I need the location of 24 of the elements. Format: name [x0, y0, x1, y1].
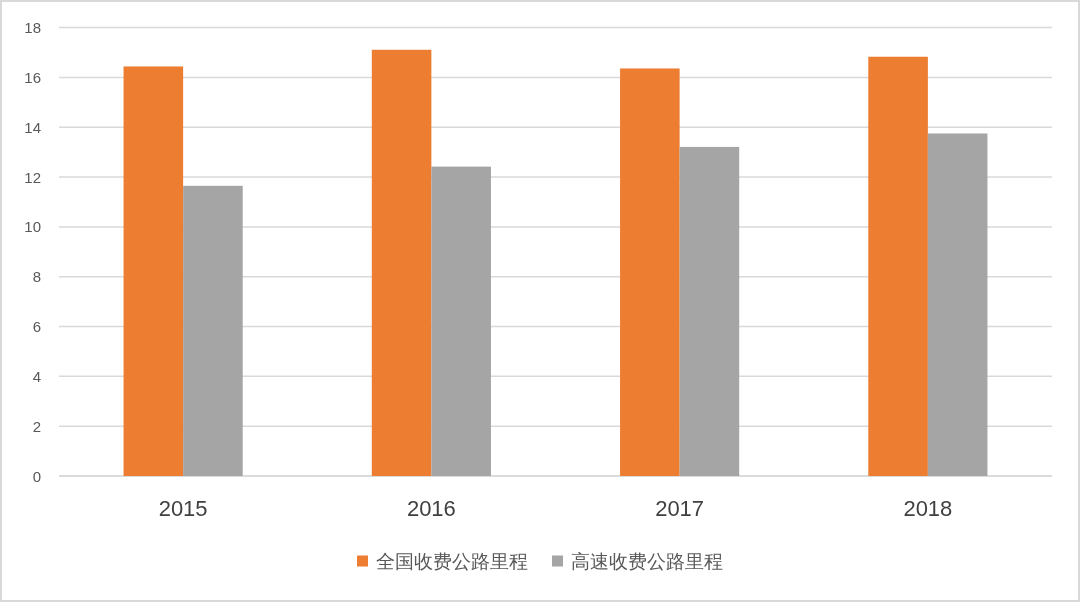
- y-tick-label: 10: [24, 218, 41, 236]
- bar: [927, 133, 988, 476]
- x-tick-label: 2016: [406, 496, 456, 521]
- bar: [431, 166, 491, 476]
- y-tick-label: 0: [32, 467, 41, 485]
- bar: [868, 56, 928, 476]
- bar: [123, 66, 184, 476]
- x-tick-label: 2018: [903, 496, 953, 521]
- bar: [183, 185, 243, 476]
- y-tick-label: 18: [24, 19, 41, 37]
- y-tick-label: 8: [32, 268, 41, 286]
- x-tick-label: 2017: [655, 496, 705, 521]
- y-tick-label: 12: [24, 168, 41, 186]
- bar: [371, 49, 432, 476]
- y-tick-label: 2: [32, 417, 41, 435]
- y-tick-label: 14: [24, 118, 41, 136]
- y-tick-label: 4: [32, 367, 41, 385]
- x-tick-label: 2015: [158, 496, 208, 521]
- y-tick-label: 6: [32, 318, 41, 336]
- legend-label: 全国收费公路里程: [376, 550, 528, 572]
- bar: [620, 68, 680, 476]
- y-tick-label: 16: [24, 68, 41, 86]
- bar: [679, 146, 740, 476]
- legend-label: 高速收费公路里程: [571, 550, 723, 572]
